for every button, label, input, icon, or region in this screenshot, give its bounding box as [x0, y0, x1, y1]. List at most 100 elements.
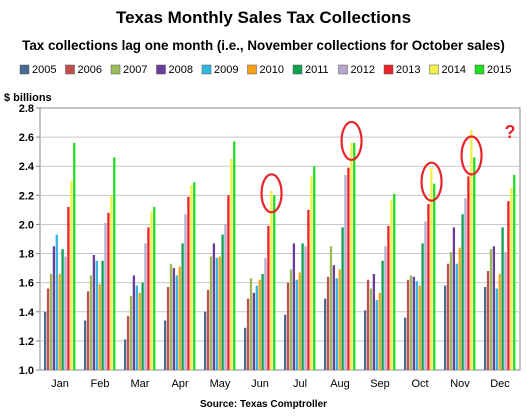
bar-2012-nov	[464, 198, 467, 370]
x-tick-label: Jul	[293, 378, 307, 390]
bar-2010-nov	[458, 247, 461, 370]
bar-2014-aug	[350, 142, 353, 370]
legend-label-2012: 2012	[351, 64, 375, 76]
bar-2014-jul	[310, 176, 313, 370]
bar-2015-jan	[73, 142, 76, 370]
bar-2013-oct	[427, 204, 430, 370]
bar-2009-nov	[455, 263, 458, 370]
y-tick-label: 2.0	[19, 219, 34, 231]
bar-2011-feb	[101, 260, 104, 370]
bar-2015-dec	[513, 174, 516, 370]
chart-title: Texas Monthly Sales Tax Collections	[115, 8, 412, 27]
y-tick-label: 1.0	[19, 365, 34, 377]
bar-2009-aug	[335, 278, 338, 370]
bar-2014-may	[230, 158, 233, 370]
chart-source: Source: Texas Comptroller	[199, 399, 328, 410]
legend-swatch-2015	[474, 64, 485, 75]
bar-2008-dec	[492, 246, 496, 370]
bar-2009-feb	[95, 260, 98, 370]
bar-2005-apr	[164, 320, 167, 370]
bar-2015-oct	[433, 183, 436, 370]
bar-2007-oct	[409, 275, 413, 370]
bar-2008-may	[212, 243, 216, 370]
bar-2008-apr	[172, 268, 176, 370]
bar-2012-oct	[424, 221, 427, 370]
bar-2014-mar	[150, 211, 153, 370]
bar-2014-jun	[270, 190, 273, 370]
bar-2012-jan	[64, 256, 67, 370]
bar-2005-oct	[404, 317, 407, 370]
bar-2009-may	[215, 257, 218, 370]
bar-2012-dec	[504, 252, 507, 370]
bar-2005-dec	[484, 287, 487, 370]
bar-2010-aug	[338, 269, 341, 370]
bar-2010-mar	[138, 292, 141, 370]
bar-2013-sep	[387, 225, 390, 370]
bar-2009-jan	[55, 234, 58, 370]
bar-2014-nov	[470, 129, 473, 370]
bar-2010-sep	[378, 292, 381, 370]
bar-2006-jul	[286, 282, 290, 370]
bar-2011-oct	[421, 243, 424, 370]
bar-2010-jan	[58, 273, 61, 370]
bar-2014-dec	[510, 188, 513, 370]
legend-swatch-2011	[292, 64, 303, 75]
bar-2006-mar	[126, 316, 130, 370]
legend-swatch-2013	[383, 64, 394, 75]
bar-2005-jun	[244, 327, 247, 370]
y-tick-label: 2.8	[19, 103, 34, 115]
legend-swatch-2010	[247, 64, 257, 75]
x-tick-label: Apr	[171, 378, 188, 390]
legend-swatch-2005	[19, 64, 30, 75]
bar-2007-sep	[369, 288, 373, 370]
bar-2015-sep	[393, 193, 396, 370]
bar-2006-apr	[166, 287, 170, 370]
bar-2010-dec	[498, 273, 501, 370]
bar-2009-sep	[375, 300, 378, 370]
x-tick-label: Nov	[450, 378, 470, 390]
x-tick-label: Dec	[490, 378, 510, 390]
x-tick-label: Sep	[370, 378, 390, 390]
bar-2015-jun	[273, 195, 276, 370]
bar-2011-dec	[501, 227, 504, 370]
y-tick-label: 1.4	[19, 307, 35, 319]
bar-2006-jan	[46, 288, 50, 370]
bar-2005-nov	[444, 285, 447, 370]
bar-2006-nov	[446, 263, 450, 370]
bar-2008-jul	[292, 243, 296, 370]
bar-2010-feb	[98, 284, 101, 370]
bar-2011-jun	[261, 273, 264, 370]
x-tick-label: Mar	[131, 378, 150, 390]
bar-2010-jun	[258, 279, 261, 370]
legend-swatch-2009	[201, 64, 212, 75]
y-tick-label: 1.2	[19, 336, 34, 348]
bar-2010-apr	[178, 266, 181, 370]
bar-2013-jun	[267, 225, 270, 370]
bar-2010-jul	[298, 272, 301, 370]
legend-label-2013: 2013	[396, 64, 420, 76]
x-tick-label: May	[210, 378, 231, 390]
bar-2014-jan	[70, 180, 73, 370]
bar-2006-dec	[486, 271, 490, 370]
bar-2013-feb	[107, 212, 110, 370]
bar-2015-nov	[473, 157, 476, 370]
bar-2008-nov	[452, 227, 456, 370]
annotation-circle-nov	[460, 135, 483, 176]
bar-2008-jan	[52, 246, 56, 370]
bar-2011-may	[221, 234, 224, 370]
bar-2013-jul	[307, 209, 310, 370]
y-tick-label: 2.4	[19, 161, 35, 173]
bar-2011-aug	[341, 227, 344, 370]
bar-2014-oct	[430, 167, 433, 370]
legend-label-2009: 2009	[214, 64, 238, 76]
x-tick-label: Jun	[251, 378, 269, 390]
bar-2011-sep	[381, 260, 384, 370]
bar-2006-aug	[326, 276, 330, 370]
bar-2013-aug	[347, 167, 350, 370]
annotation-circle-jun	[260, 173, 283, 214]
bar-2011-jul	[301, 243, 304, 370]
legend-label-2005: 2005	[32, 64, 56, 76]
bar-2015-feb	[113, 157, 116, 370]
bar-2012-jun	[264, 257, 267, 370]
